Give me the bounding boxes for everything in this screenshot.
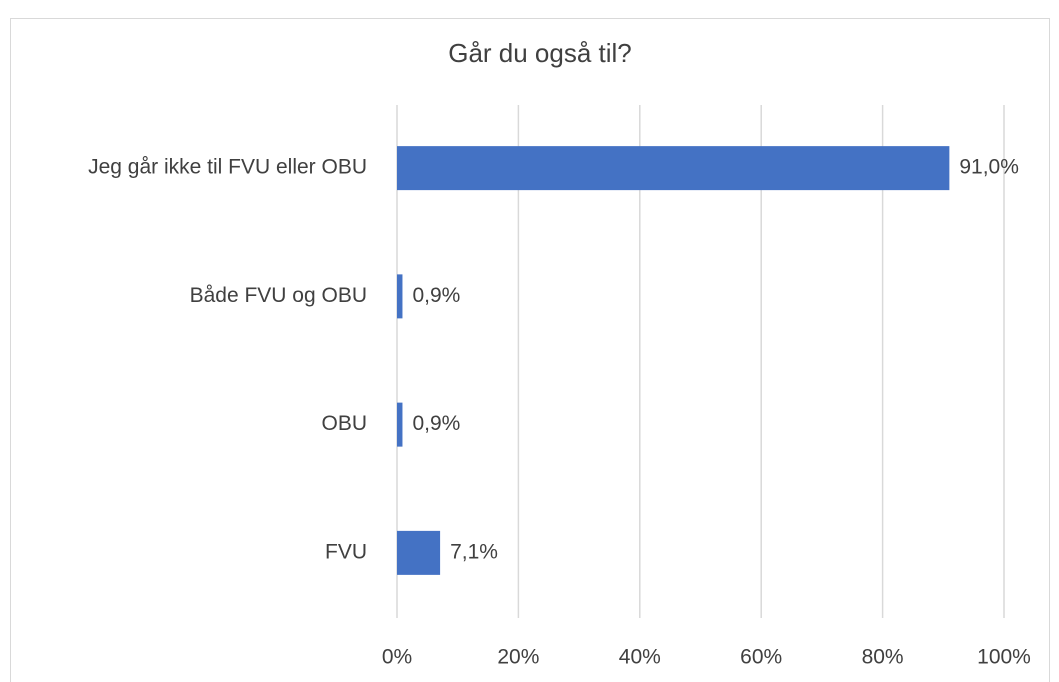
y-tick-label: Både FVU og OBU (190, 284, 367, 307)
data-label: 7,1% (450, 540, 498, 563)
y-tick-label: FVU (325, 540, 367, 563)
chart-title: Går du også til? (448, 38, 632, 68)
x-tick-label: 40% (619, 646, 661, 669)
x-tick-label: 0% (382, 646, 412, 669)
data-label: 91,0% (959, 156, 1019, 179)
chart-border (10, 18, 1050, 682)
x-tick-label: 80% (862, 646, 904, 669)
data-label: 0,9% (412, 412, 460, 435)
bar (397, 146, 950, 191)
data-label: 0,9% (412, 284, 460, 307)
x-tick-label: 20% (497, 646, 539, 669)
x-tick-label: 100% (977, 646, 1031, 669)
bar (397, 274, 403, 319)
y-tick-label: Jeg går ikke til FVU eller OBU (88, 156, 367, 179)
bar (397, 530, 441, 575)
x-tick-label: 60% (740, 646, 782, 669)
y-tick-label: OBU (321, 412, 367, 435)
bar (397, 402, 403, 447)
